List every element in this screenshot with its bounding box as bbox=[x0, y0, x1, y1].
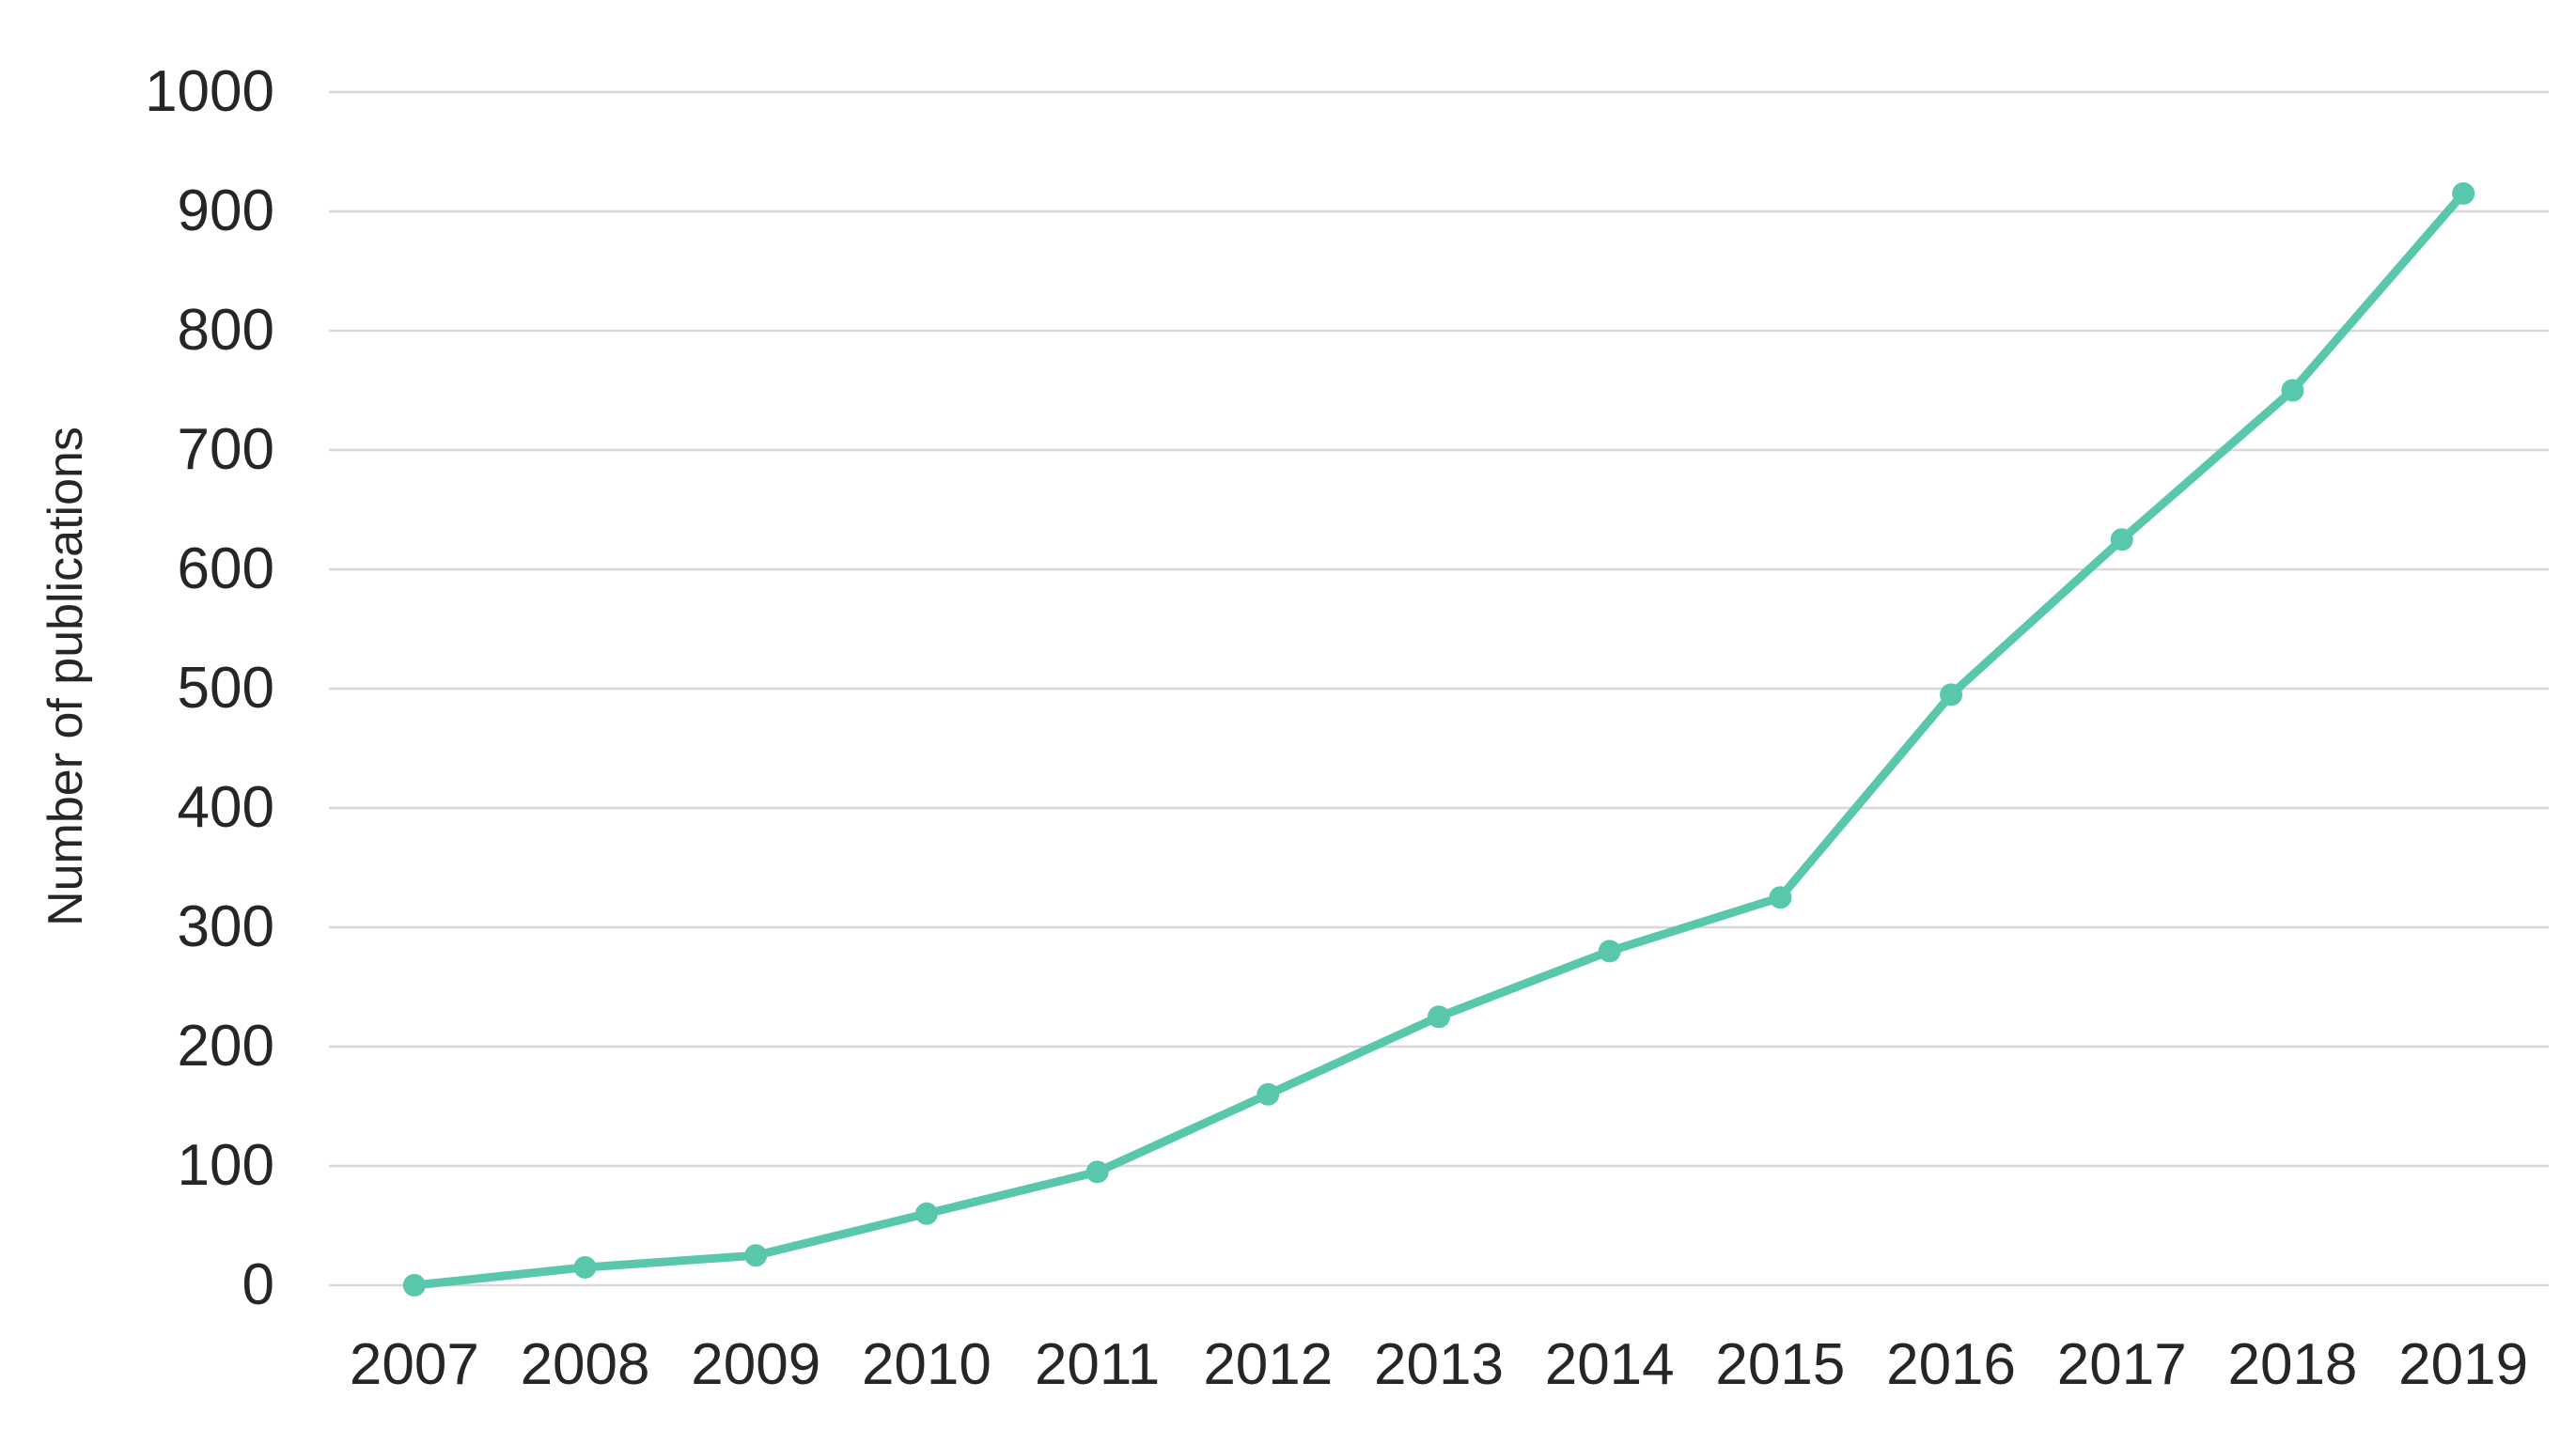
x-axis-tick-label: 2018 bbox=[2227, 1332, 2358, 1397]
y-axis-tick-label: 1000 bbox=[145, 59, 274, 124]
x-axis-tick-label: 2013 bbox=[1374, 1332, 1504, 1397]
data-point-2012 bbox=[1257, 1082, 1280, 1106]
y-axis-tick-label: 500 bbox=[177, 656, 274, 721]
y-axis-tick-label: 900 bbox=[177, 179, 274, 243]
x-axis-tick-label: 2012 bbox=[1203, 1332, 1334, 1397]
data-point-2013 bbox=[1428, 1005, 1450, 1029]
data-point-2019 bbox=[2452, 181, 2475, 205]
x-axis-tick-label: 2011 bbox=[1034, 1332, 1161, 1397]
x-axis-tick-label: 2010 bbox=[861, 1332, 991, 1397]
data-point-2008 bbox=[573, 1255, 597, 1279]
y-axis-tick-label: 200 bbox=[177, 1014, 274, 1079]
data-point-2014 bbox=[1598, 940, 1621, 963]
x-axis-tick-label: 2016 bbox=[1886, 1332, 2017, 1397]
y-axis-tick-label: 100 bbox=[177, 1133, 274, 1198]
x-axis-tick-label: 2007 bbox=[349, 1332, 479, 1397]
x-axis-tick-label: 2019 bbox=[2398, 1332, 2529, 1397]
y-axis-tick-label: 600 bbox=[177, 536, 274, 601]
data-point-2010 bbox=[914, 1202, 938, 1225]
data-point-2011 bbox=[1085, 1160, 1109, 1184]
data-point-2018 bbox=[2281, 379, 2304, 402]
y-axis-tick-label: 700 bbox=[177, 417, 274, 482]
x-axis-tick-label: 2009 bbox=[691, 1332, 821, 1397]
y-axis-tick-label: 300 bbox=[177, 894, 274, 959]
y-axis-tick-label: 0 bbox=[242, 1252, 274, 1317]
data-point-2015 bbox=[1769, 886, 1792, 909]
x-axis-tick-label: 2014 bbox=[1544, 1332, 1675, 1397]
x-axis-tick-label: 2015 bbox=[1715, 1332, 1846, 1397]
series-line bbox=[410, 189, 2468, 1290]
x-axis-tick-label: 2008 bbox=[520, 1332, 650, 1397]
y-axis-tick-label: 800 bbox=[177, 298, 274, 363]
y-axis-tick-label: 400 bbox=[177, 775, 274, 840]
data-point-2009 bbox=[744, 1244, 768, 1267]
x-axis-tick-label: 2017 bbox=[2056, 1332, 2187, 1397]
data-point-2007 bbox=[402, 1274, 426, 1297]
data-point-2017 bbox=[2110, 528, 2133, 551]
data-point-2016 bbox=[1940, 683, 1963, 707]
